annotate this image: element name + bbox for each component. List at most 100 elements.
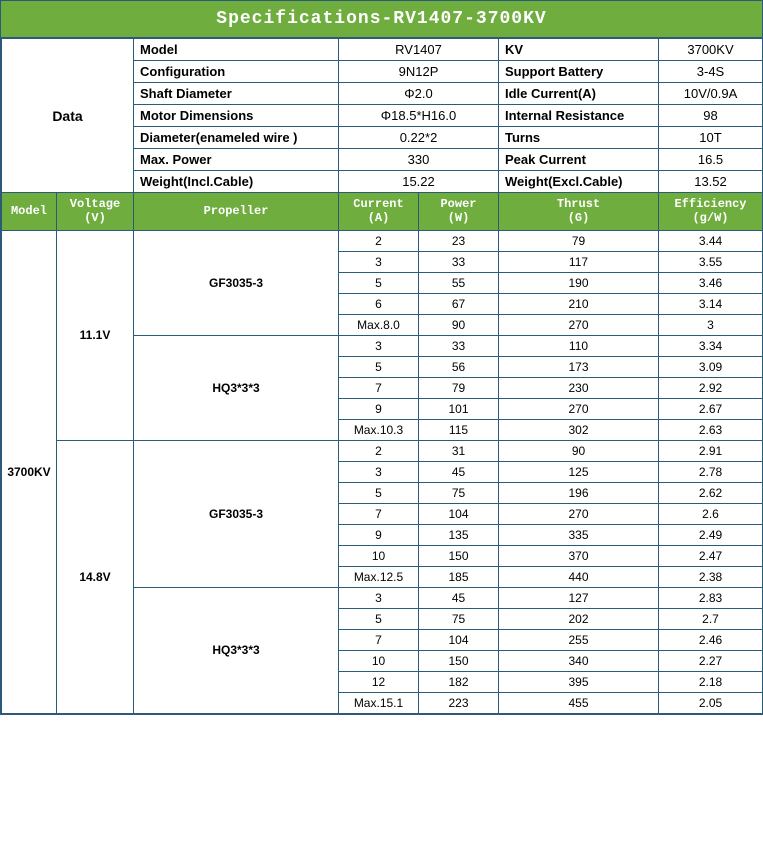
perf-thrust-cell: 340 xyxy=(499,650,659,671)
perf-current-cell: 12 xyxy=(339,671,419,692)
perf-current-cell: Max.10.3 xyxy=(339,419,419,440)
spec-label: Idle Current(A) xyxy=(499,83,659,105)
perf-efficiency-cell: 2.27 xyxy=(659,650,763,671)
spec-value: 9N12P xyxy=(339,61,499,83)
perf-efficiency-cell: 3.09 xyxy=(659,356,763,377)
spec-label: Diameter(enameled wire ) xyxy=(134,127,339,149)
perf-power-cell: 182 xyxy=(419,671,499,692)
perf-voltage-cell: 14.8V xyxy=(57,440,134,713)
spec-label: KV xyxy=(499,39,659,61)
title-bar: Specifications-RV1407-3700KV xyxy=(1,1,762,38)
spec-value: 0.22*2 xyxy=(339,127,499,149)
perf-power-cell: 33 xyxy=(419,251,499,272)
perf-power-cell: 23 xyxy=(419,230,499,251)
perf-propeller-cell: HQ3*3*3 xyxy=(134,587,339,713)
perf-thrust-cell: 210 xyxy=(499,293,659,314)
perf-current-cell: 5 xyxy=(339,482,419,503)
spec-row: DataModelRV1407KV3700KV xyxy=(2,39,763,61)
perf-power-cell: 33 xyxy=(419,335,499,356)
perf-efficiency-cell: 2.46 xyxy=(659,629,763,650)
perf-power-cell: 185 xyxy=(419,566,499,587)
perf-current-cell: 10 xyxy=(339,545,419,566)
perf-current-cell: Max.8.0 xyxy=(339,314,419,335)
perf-current-cell: 6 xyxy=(339,293,419,314)
perf-efficiency-cell: 2.49 xyxy=(659,524,763,545)
perf-power-cell: 101 xyxy=(419,398,499,419)
perf-model-cell: 3700KV xyxy=(2,230,57,713)
spec-label: Configuration xyxy=(134,61,339,83)
perf-header-efficiency: Efficiency(g/W) xyxy=(659,193,763,231)
spec-label: Model xyxy=(134,39,339,61)
perf-thrust-cell: 125 xyxy=(499,461,659,482)
perf-thrust-cell: 79 xyxy=(499,230,659,251)
spec-table: DataModelRV1407KV3700KVConfiguration9N12… xyxy=(1,38,763,714)
perf-efficiency-cell: 2.18 xyxy=(659,671,763,692)
perf-row: 3700KV11.1VGF3035-3223793.44 xyxy=(2,230,763,251)
spec-value: 10V/0.9A xyxy=(659,83,763,105)
perf-efficiency-cell: 3.46 xyxy=(659,272,763,293)
data-section-label: Data xyxy=(2,39,134,193)
spec-value: 13.52 xyxy=(659,171,763,193)
perf-thrust-cell: 302 xyxy=(499,419,659,440)
perf-power-cell: 75 xyxy=(419,482,499,503)
perf-current-cell: 5 xyxy=(339,356,419,377)
spec-value: 15.22 xyxy=(339,171,499,193)
perf-efficiency-cell: 2.67 xyxy=(659,398,763,419)
perf-power-cell: 31 xyxy=(419,440,499,461)
perf-current-cell: 7 xyxy=(339,503,419,524)
perf-thrust-cell: 270 xyxy=(499,503,659,524)
perf-current-cell: 5 xyxy=(339,608,419,629)
perf-header-voltage: Voltage(V) xyxy=(57,193,134,231)
perf-current-cell: 5 xyxy=(339,272,419,293)
perf-power-cell: 104 xyxy=(419,629,499,650)
perf-efficiency-cell: 2.91 xyxy=(659,440,763,461)
spec-label: Peak Current xyxy=(499,149,659,171)
perf-current-cell: Max.12.5 xyxy=(339,566,419,587)
perf-header-propeller: Propeller xyxy=(134,193,339,231)
perf-thrust-cell: 335 xyxy=(499,524,659,545)
perf-header-power: Power(W) xyxy=(419,193,499,231)
perf-header-row: ModelVoltage(V)PropellerCurrent(A)Power(… xyxy=(2,193,763,231)
spec-value: 330 xyxy=(339,149,499,171)
perf-thrust-cell: 270 xyxy=(499,314,659,335)
perf-voltage-cell: 11.1V xyxy=(57,230,134,440)
spec-label: Shaft Diameter xyxy=(134,83,339,105)
spec-label: Internal Resistance xyxy=(499,105,659,127)
perf-current-cell: 2 xyxy=(339,230,419,251)
perf-current-cell: 3 xyxy=(339,251,419,272)
perf-propeller-cell: GF3035-3 xyxy=(134,230,339,335)
perf-power-cell: 150 xyxy=(419,650,499,671)
perf-power-cell: 223 xyxy=(419,692,499,713)
perf-current-cell: 10 xyxy=(339,650,419,671)
perf-current-cell: 7 xyxy=(339,377,419,398)
perf-propeller-cell: GF3035-3 xyxy=(134,440,339,587)
perf-efficiency-cell: 3.34 xyxy=(659,335,763,356)
perf-power-cell: 150 xyxy=(419,545,499,566)
spec-value: Φ2.0 xyxy=(339,83,499,105)
spec-label: Motor Dimensions xyxy=(134,105,339,127)
spec-value: 10T xyxy=(659,127,763,149)
perf-efficiency-cell: 2.47 xyxy=(659,545,763,566)
perf-thrust-cell: 395 xyxy=(499,671,659,692)
spec-value: RV1407 xyxy=(339,39,499,61)
perf-power-cell: 56 xyxy=(419,356,499,377)
perf-efficiency-cell: 2.62 xyxy=(659,482,763,503)
perf-header-thrust: Thrust(G) xyxy=(499,193,659,231)
perf-current-cell: 3 xyxy=(339,587,419,608)
spec-label: Support Battery xyxy=(499,61,659,83)
perf-row: 14.8VGF3035-3231902.91 xyxy=(2,440,763,461)
perf-power-cell: 79 xyxy=(419,377,499,398)
spec-value: 3700KV xyxy=(659,39,763,61)
spec-value: 3-4S xyxy=(659,61,763,83)
perf-efficiency-cell: 2.38 xyxy=(659,566,763,587)
perf-thrust-cell: 255 xyxy=(499,629,659,650)
spec-label: Weight(Excl.Cable) xyxy=(499,171,659,193)
perf-thrust-cell: 90 xyxy=(499,440,659,461)
spec-value: 98 xyxy=(659,105,763,127)
perf-current-cell: 2 xyxy=(339,440,419,461)
perf-power-cell: 75 xyxy=(419,608,499,629)
perf-efficiency-cell: 3.55 xyxy=(659,251,763,272)
perf-propeller-cell: HQ3*3*3 xyxy=(134,335,339,440)
spec-label: Weight(Incl.Cable) xyxy=(134,171,339,193)
perf-current-cell: 3 xyxy=(339,335,419,356)
